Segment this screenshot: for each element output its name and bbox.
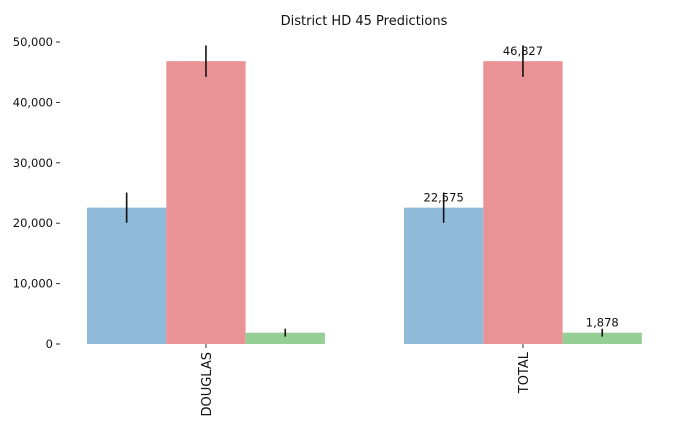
y-tick-label: 40,000: [13, 95, 53, 109]
bar-douglas-1: [166, 61, 246, 345]
error-bars: [125, 45, 604, 337]
y-tick-label: 50,000: [13, 35, 53, 49]
x-category-label: TOTAL: [517, 351, 532, 394]
bar-douglas-0: [87, 207, 167, 344]
x-axis: DOUGLAS TOTAL: [200, 344, 532, 417]
data-label: 22,575: [424, 191, 464, 205]
y-tick-label: 30,000: [13, 156, 53, 170]
y-axis: 0 10,000 20,000 30,000 40,000 50,000: [13, 35, 60, 351]
data-label: 1,878: [586, 316, 619, 330]
y-tick-label: 0: [46, 337, 53, 351]
data-label: 46,827: [503, 44, 543, 58]
chart-title: District HD 45 Predictions: [281, 14, 448, 29]
bar-douglas-2: [245, 332, 325, 344]
y-tick-label: 10,000: [13, 277, 53, 291]
x-category-label: DOUGLAS: [200, 352, 215, 417]
bars: [87, 61, 642, 345]
bar-total-1: [483, 61, 563, 345]
y-tick-label: 20,000: [13, 216, 53, 230]
bar-total-0: [404, 207, 484, 344]
data-labels: 22,575 46,827 1,878: [424, 44, 619, 329]
bar-total-2: [562, 332, 642, 344]
